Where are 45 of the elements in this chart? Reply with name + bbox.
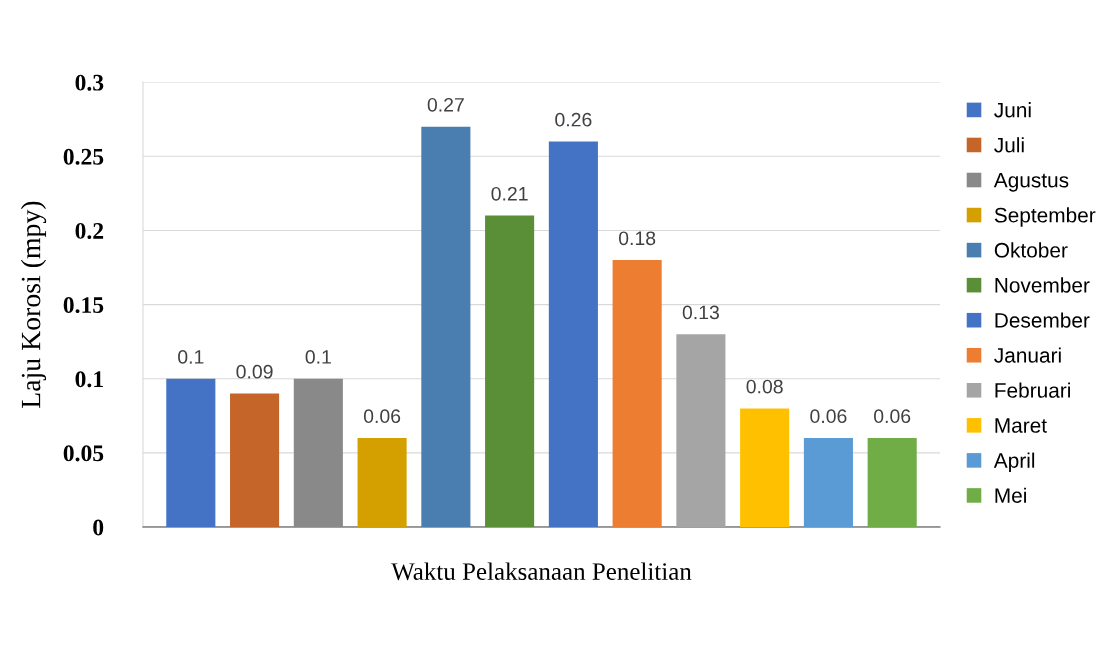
y-tick-label: 0 bbox=[93, 519, 104, 536]
x-axis-title: Waktu Pelaksanaan Penelitian bbox=[391, 562, 692, 581]
legend-label: November bbox=[995, 277, 1090, 293]
bar bbox=[803, 438, 853, 527]
legend-label: Mei bbox=[995, 487, 1026, 503]
bar bbox=[293, 378, 343, 527]
data-label: 0.1 bbox=[178, 350, 204, 364]
data-label: 0.08 bbox=[746, 379, 783, 394]
legend-label: April bbox=[993, 452, 1035, 472]
legend-label: Juli bbox=[994, 137, 1024, 153]
legend-label: Maret bbox=[995, 418, 1047, 433]
legend-label: September bbox=[994, 207, 1096, 227]
data-label: 0.06 bbox=[363, 409, 401, 424]
legend-label: Desember bbox=[995, 312, 1090, 328]
bar bbox=[421, 126, 471, 527]
legend-label: Agustus bbox=[993, 172, 1069, 192]
y-tick-label: 0.05 bbox=[63, 445, 104, 462]
bar bbox=[548, 141, 598, 527]
data-label: 0.18 bbox=[618, 231, 656, 246]
y-tick-label: 0.1 bbox=[75, 371, 103, 388]
y-tick-label: 0.3 bbox=[75, 74, 104, 91]
data-label: 0.1 bbox=[305, 350, 331, 364]
bar bbox=[740, 408, 790, 527]
bar bbox=[357, 438, 407, 527]
data-label: 0.21 bbox=[491, 186, 528, 201]
data-label: 0.06 bbox=[874, 409, 911, 424]
legend-label: Oktober bbox=[994, 242, 1068, 258]
bar bbox=[867, 438, 917, 527]
y-tick-label: 0.15 bbox=[63, 297, 104, 314]
y-tick-label: 0.25 bbox=[63, 148, 104, 165]
bar bbox=[166, 378, 216, 527]
bar bbox=[485, 215, 535, 527]
data-label: 0.26 bbox=[555, 112, 592, 127]
data-label: 0.13 bbox=[682, 305, 719, 320]
bar bbox=[612, 260, 662, 527]
data-label: 0.27 bbox=[427, 97, 464, 112]
bar bbox=[230, 393, 280, 527]
bar bbox=[676, 334, 726, 527]
legend-label: Februari bbox=[995, 382, 1070, 398]
y-tick-label: 0.2 bbox=[75, 222, 104, 239]
legend-label: Januari bbox=[994, 347, 1061, 363]
data-label: 0.06 bbox=[810, 409, 847, 424]
data-label: 0.09 bbox=[236, 364, 273, 379]
legend-label: Juni bbox=[994, 102, 1031, 118]
y-axis-title: Laju Korosi (mpy) bbox=[20, 201, 47, 408]
